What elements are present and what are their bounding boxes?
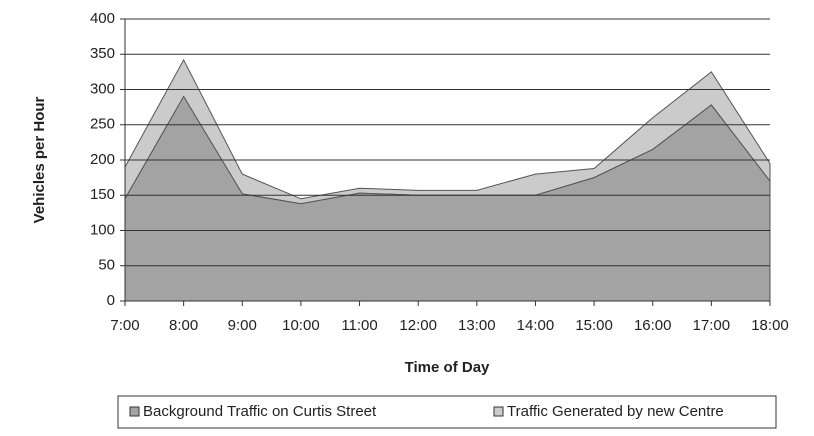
x-tick-label: 15:00 (575, 317, 613, 334)
x-tick-label: 16:00 (634, 317, 672, 334)
x-tick-label: 17:00 (693, 317, 731, 334)
y-tick-label: 0 (107, 292, 115, 309)
x-tick-label: 11:00 (341, 317, 377, 334)
y-tick-label: 50 (98, 257, 115, 274)
x-tick-label: 9:00 (228, 317, 257, 334)
y-tick-label: 100 (90, 221, 115, 238)
x-tick-label: 8:00 (169, 317, 198, 334)
y-tick-label: 400 (90, 10, 115, 27)
x-tick-label: 7:00 (110, 317, 139, 334)
legend-swatch (129, 406, 140, 417)
x-tick-label: 10:00 (282, 317, 320, 334)
y-tick-label: 200 (90, 151, 115, 168)
x-tick-label: 12:00 (399, 317, 437, 334)
x-tick-label: 14:00 (517, 317, 555, 334)
legend-label: Background Traffic on Curtis Street (143, 403, 377, 420)
x-tick-label: 13:00 (458, 317, 496, 334)
x-axis-title: Time of Day (405, 359, 490, 376)
y-tick-label: 300 (90, 80, 115, 97)
y-tick-label: 350 (90, 45, 115, 62)
legend-swatch (493, 406, 504, 417)
y-tick-label: 250 (90, 116, 115, 133)
legend-box (117, 395, 777, 429)
y-axis-title: Vehicles per Hour (31, 96, 48, 223)
x-tick-label: 18:00 (751, 317, 789, 334)
legend-label: Traffic Generated by new Centre (507, 403, 724, 420)
y-tick-label: 150 (90, 186, 115, 203)
